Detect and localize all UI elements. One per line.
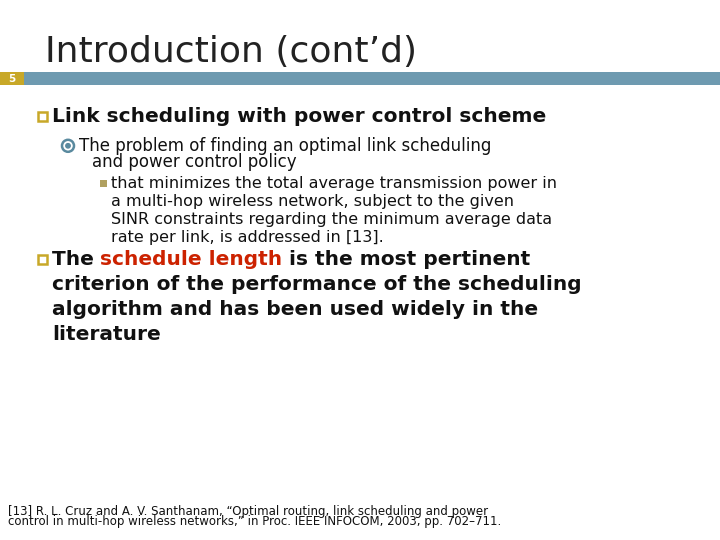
Text: Link scheduling with power control scheme: Link scheduling with power control schem…	[52, 107, 546, 126]
Text: criterion of the performance of the scheduling: criterion of the performance of the sche…	[52, 275, 582, 294]
Text: control in multi-hop wireless networks,” in Proc. IEEE INFOCOM, 2003, pp. 702–71: control in multi-hop wireless networks,”…	[8, 515, 501, 528]
Bar	[38, 255, 47, 265]
Bar	[100, 180, 107, 187]
Text: schedule length: schedule length	[100, 251, 282, 269]
Text: is the most pertinent: is the most pertinent	[282, 251, 530, 269]
Bar	[38, 112, 47, 122]
Bar	[0, 72, 24, 85]
Text: 5: 5	[9, 73, 16, 84]
Text: Introduction (cont’d): Introduction (cont’d)	[45, 35, 417, 69]
Text: that minimizes the total average transmission power in: that minimizes the total average transmi…	[111, 177, 557, 192]
Text: literature: literature	[52, 325, 161, 344]
Text: [13] R. L. Cruz and A. V. Santhanam, “Optimal routing, link scheduling and power: [13] R. L. Cruz and A. V. Santhanam, “Op…	[8, 505, 488, 518]
Bar	[0, 72, 720, 85]
Text: a multi-hop wireless network, subject to the given: a multi-hop wireless network, subject to…	[111, 194, 514, 210]
Text: algorithm and has been used widely in the: algorithm and has been used widely in th…	[52, 300, 538, 319]
Text: The: The	[52, 251, 101, 269]
Text: and power control policy: and power control policy	[91, 153, 296, 171]
Text: The problem of finding an optimal link scheduling: The problem of finding an optimal link s…	[79, 137, 491, 155]
Text: rate per link, is addressed in [13].: rate per link, is addressed in [13].	[111, 230, 384, 245]
Circle shape	[66, 144, 71, 148]
Text: SINR constraints regarding the minimum average data: SINR constraints regarding the minimum a…	[111, 212, 552, 227]
Circle shape	[62, 140, 74, 152]
